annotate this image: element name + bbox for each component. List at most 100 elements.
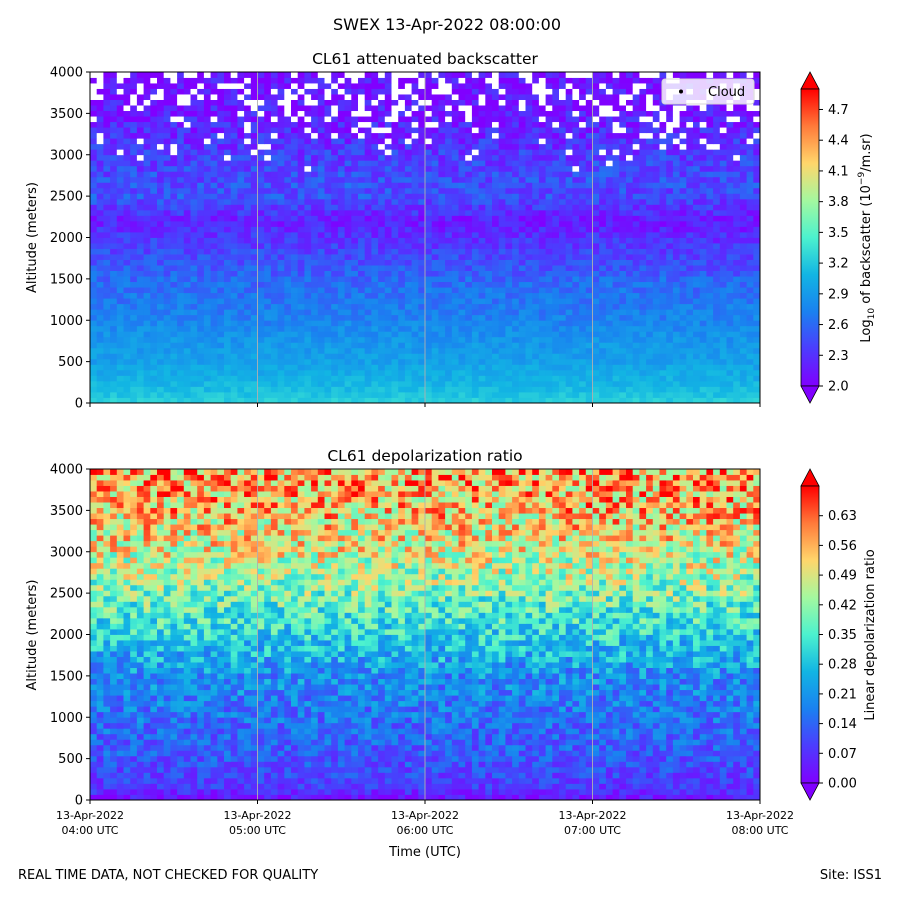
heatmap-cell bbox=[572, 270, 580, 277]
heatmap-cell bbox=[277, 336, 285, 343]
heatmap-cell bbox=[485, 347, 493, 354]
heatmap-cell bbox=[170, 231, 178, 238]
heatmap-cell bbox=[565, 204, 573, 211]
heatmap-cell bbox=[331, 320, 339, 327]
heatmap-cell bbox=[726, 220, 734, 227]
heatmap-cell bbox=[632, 270, 640, 277]
heatmap-cell bbox=[532, 132, 540, 139]
heatmap-cell bbox=[224, 209, 232, 216]
heatmap-cell bbox=[545, 154, 553, 161]
heatmap-cell bbox=[337, 138, 345, 145]
heatmap-cell bbox=[177, 215, 185, 222]
heatmap-cell bbox=[230, 265, 238, 271]
heatmap-cell bbox=[471, 176, 479, 183]
heatmap-cell bbox=[371, 325, 379, 332]
heatmap-cell bbox=[304, 347, 312, 354]
heatmap-cell bbox=[217, 325, 225, 332]
heatmap-cell bbox=[492, 265, 500, 271]
heatmap-cell bbox=[518, 132, 526, 139]
heatmap-cell bbox=[190, 198, 198, 205]
heatmap-cell bbox=[672, 187, 680, 194]
heatmap-cell bbox=[693, 243, 701, 249]
heatmap-cell bbox=[592, 298, 600, 305]
heatmap-cell bbox=[672, 209, 680, 216]
heatmap-cell bbox=[163, 254, 171, 260]
heatmap-cell bbox=[324, 364, 332, 371]
heatmap-cell bbox=[498, 160, 506, 167]
heatmap-cell bbox=[311, 248, 319, 255]
heatmap-cell bbox=[471, 198, 479, 205]
heatmap-cell bbox=[136, 298, 144, 305]
heatmap-cell bbox=[713, 259, 721, 266]
heatmap-cell bbox=[465, 309, 473, 316]
heatmap-cell bbox=[257, 369, 265, 376]
heatmap-cell bbox=[425, 270, 433, 277]
heatmap-cell bbox=[425, 353, 433, 360]
heatmap-cell bbox=[311, 231, 319, 238]
heatmap-cell bbox=[90, 209, 98, 216]
heatmap-cell bbox=[317, 187, 325, 194]
heatmap-cell bbox=[337, 209, 345, 216]
heatmap-cell bbox=[699, 270, 707, 277]
heatmap-cell bbox=[398, 209, 406, 216]
heatmap-cell bbox=[96, 237, 104, 244]
heatmap-cell bbox=[264, 287, 272, 294]
heatmap-cell bbox=[572, 231, 580, 238]
heatmap-cell bbox=[431, 353, 439, 360]
heatmap-cell bbox=[626, 160, 634, 167]
heatmap-cell bbox=[525, 171, 533, 178]
heatmap-cell bbox=[538, 375, 546, 382]
heatmap-cell bbox=[518, 325, 526, 332]
heatmap-cell bbox=[512, 220, 520, 227]
heatmap-cell bbox=[163, 143, 171, 150]
heatmap-cell bbox=[203, 243, 211, 249]
heatmap-cell bbox=[116, 237, 124, 244]
heatmap-cell bbox=[96, 336, 104, 343]
heatmap-cell bbox=[291, 270, 299, 277]
heatmap-cell bbox=[364, 314, 372, 321]
heatmap-cell bbox=[686, 314, 694, 321]
heatmap-cell bbox=[585, 309, 593, 316]
heatmap-cell bbox=[116, 149, 124, 156]
heatmap-cell bbox=[719, 320, 727, 327]
heatmap-cell bbox=[605, 231, 613, 238]
heatmap-cell bbox=[270, 314, 278, 321]
heatmap-cell bbox=[693, 254, 701, 260]
heatmap-cell bbox=[639, 281, 647, 288]
heatmap-cell bbox=[532, 353, 540, 360]
heatmap-cell bbox=[599, 342, 607, 349]
heatmap-cell bbox=[465, 127, 473, 134]
heatmap-cell bbox=[525, 226, 533, 233]
heatmap-cell bbox=[116, 204, 124, 211]
heatmap-cell bbox=[411, 281, 419, 288]
heatmap-cell bbox=[217, 154, 225, 161]
heatmap-cell bbox=[371, 204, 379, 211]
heatmap-cell bbox=[579, 298, 587, 305]
heatmap-cell bbox=[585, 187, 593, 194]
heatmap-cell bbox=[250, 270, 258, 277]
heatmap-cell bbox=[411, 309, 419, 316]
heatmap-cell bbox=[391, 176, 399, 183]
heatmap-cell bbox=[378, 220, 386, 227]
heatmap-cell bbox=[378, 209, 386, 216]
heatmap-cell bbox=[324, 375, 332, 382]
heatmap-cell bbox=[599, 320, 607, 327]
heatmap-cell bbox=[143, 198, 151, 205]
heatmap-cell bbox=[177, 248, 185, 255]
heatmap-cell bbox=[666, 231, 674, 238]
heatmap-cell bbox=[552, 226, 560, 233]
heatmap-cell bbox=[157, 386, 165, 393]
heatmap-cell bbox=[250, 331, 258, 338]
heatmap-cell bbox=[257, 182, 265, 189]
heatmap-cell bbox=[672, 342, 680, 349]
heatmap-cell bbox=[431, 209, 439, 216]
heatmap-cell bbox=[291, 237, 299, 244]
heatmap-cell bbox=[753, 336, 761, 343]
heatmap-cell bbox=[465, 386, 473, 393]
heatmap-cell bbox=[431, 397, 439, 404]
heatmap-cell bbox=[626, 215, 634, 222]
heatmap-cell bbox=[224, 303, 232, 310]
heatmap-cell bbox=[693, 353, 701, 360]
heatmap-cell bbox=[284, 386, 292, 393]
heatmap-cell bbox=[498, 182, 506, 189]
